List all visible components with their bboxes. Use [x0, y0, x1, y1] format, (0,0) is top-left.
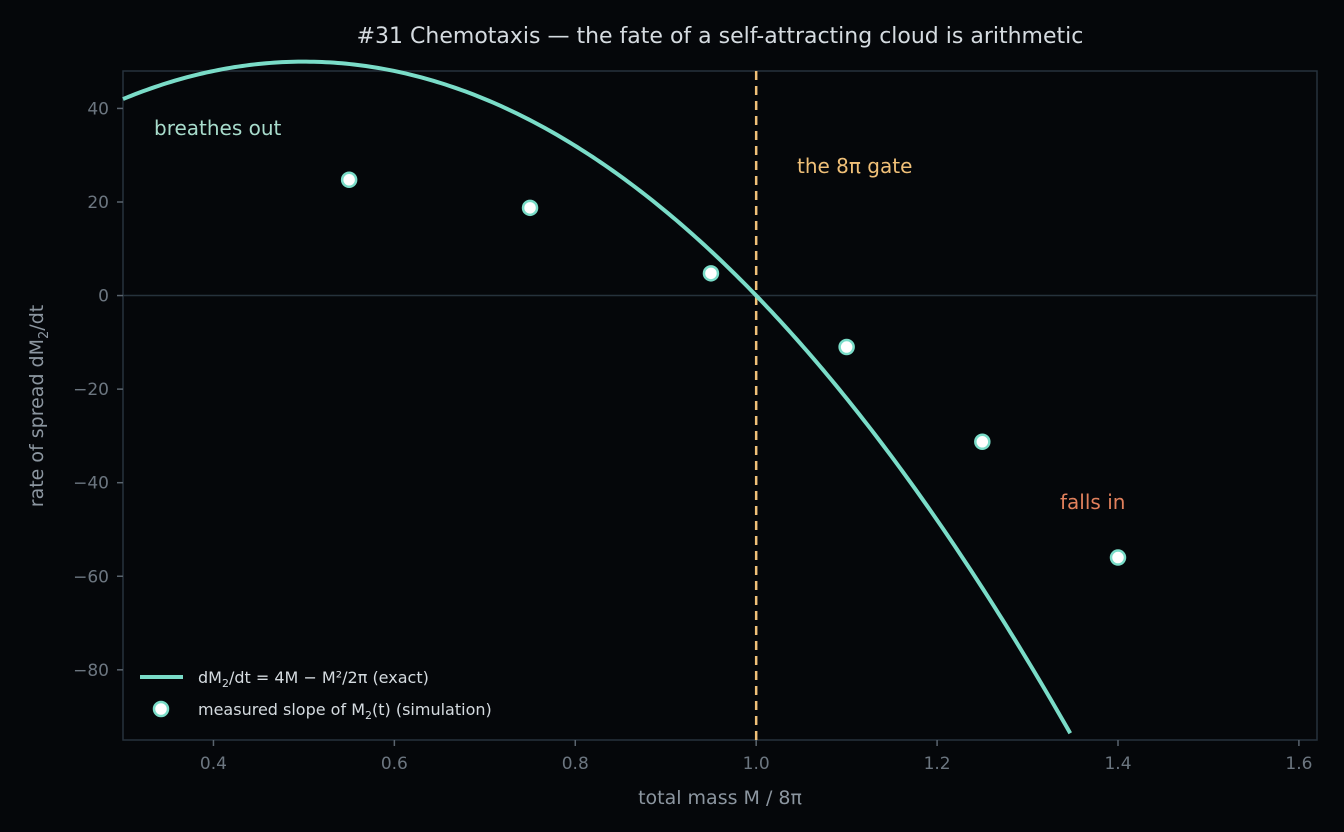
y-label-main: rate of spread dM	[26, 339, 48, 507]
x-axis-label: total mass M / 8π	[638, 787, 802, 809]
x-tick-label: 1.6	[1285, 754, 1312, 774]
x-tick-label: 0.4	[200, 754, 227, 774]
plot-area	[122, 70, 1318, 741]
legend: dM2/dt = 4M − M²/2π (exact) measured slo…	[140, 668, 492, 722]
measured-point	[974, 433, 991, 451]
legend-measured-sub: 2	[365, 709, 372, 722]
y-label-tail: /dt	[26, 305, 48, 331]
annotation-breathes-out: breathes out	[154, 116, 282, 140]
measured-points	[340, 171, 1127, 566]
x-tick-label: 0.6	[381, 754, 408, 774]
legend-exact-sub: 2	[222, 677, 229, 690]
x-tick-label: 1.2	[924, 754, 951, 774]
y-label-sub: 2	[37, 331, 52, 339]
legend-measured-main: measured slope of M	[198, 700, 365, 719]
y-tick-label: 40	[87, 99, 109, 119]
measured-point	[838, 338, 855, 356]
y-axis: 40 20 0 −20 −40 −60 −80	[73, 99, 123, 681]
measured-point	[340, 171, 358, 189]
measured-point	[1109, 549, 1127, 566]
y-tick-label: 0	[98, 287, 109, 307]
y-tick-label: −20	[73, 380, 109, 400]
legend-measured-tail: (t) (simulation)	[372, 700, 492, 719]
y-tick-label: −60	[73, 567, 109, 587]
x-tick-label: 1.4	[1104, 754, 1131, 774]
measured-point	[521, 199, 539, 217]
y-axis-label: rate of spread dM2/dt	[26, 305, 52, 507]
legend-marker-swatch	[152, 700, 170, 718]
legend-measured: measured slope of M2(t) (simulation)	[198, 700, 492, 722]
annotation-falls-in: falls in	[1060, 490, 1125, 514]
y-tick-label: 20	[87, 193, 109, 213]
x-axis: 0.4 0.6 0.8 1.0 1.2 1.4 1.6	[200, 740, 1312, 774]
exact-curve	[122, 59, 1072, 735]
x-tick-label: 1.0	[743, 754, 770, 774]
legend-exact-main: dM	[198, 668, 222, 687]
y-tick-label: −40	[73, 474, 109, 494]
legend-exact-tail: /dt = 4M − M²/2π (exact)	[229, 668, 429, 687]
annotation-gate: the 8π gate	[797, 154, 912, 178]
x-tick-label: 0.8	[562, 754, 589, 774]
chart-title: #31 Chemotaxis — the fate of a self-attr…	[357, 24, 1084, 49]
measured-point	[702, 265, 720, 282]
y-tick-label: −80	[73, 661, 109, 681]
legend-exact: dM2/dt = 4M − M²/2π (exact)	[198, 668, 429, 690]
